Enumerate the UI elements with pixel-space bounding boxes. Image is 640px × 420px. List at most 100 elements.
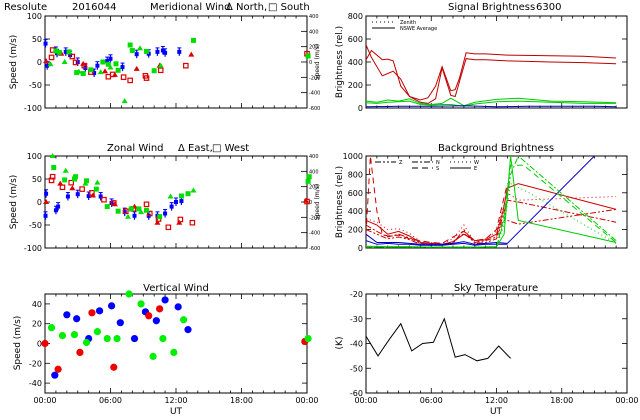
data-point-green-triangle bbox=[190, 187, 197, 193]
data-point-green-triangle bbox=[157, 62, 164, 68]
data-point-green-square bbox=[115, 67, 121, 73]
y-tick-label: -40 bbox=[350, 340, 363, 349]
x-tick-label: 00:00 bbox=[354, 396, 377, 405]
data-point-green bbox=[304, 334, 312, 343]
vertical-title: Vertical Wind bbox=[143, 283, 209, 294]
data-point-red-square bbox=[101, 196, 107, 203]
data-point-green bbox=[180, 316, 188, 324]
data-point-blue bbox=[130, 334, 139, 343]
y-tick-label: 100 bbox=[27, 152, 42, 161]
data-point-red-triangle bbox=[43, 58, 50, 64]
y-tick-label: 200 bbox=[348, 81, 363, 90]
data-point-green bbox=[58, 331, 67, 340]
series-line-red-N bbox=[366, 199, 617, 245]
zonal-title: Zonal Wind bbox=[107, 143, 164, 154]
y-tick-label: -20 bbox=[350, 290, 363, 299]
right-axis-label: Speed (m/s) bbox=[314, 44, 321, 80]
data-point-green-square bbox=[53, 48, 59, 54]
data-point-blue bbox=[177, 49, 182, 54]
south-legend: □ South bbox=[268, 2, 310, 13]
data-point-blue bbox=[161, 296, 169, 304]
legend-s: S bbox=[436, 166, 439, 172]
y-tick-label: 0 bbox=[358, 104, 363, 113]
data-point-red-square bbox=[183, 62, 189, 69]
data-point-blue bbox=[53, 208, 58, 213]
data-point-green bbox=[170, 348, 178, 357]
data-point-blue bbox=[43, 213, 48, 218]
data-point-green-square bbox=[305, 53, 311, 59]
x-tick-label: 00:00 bbox=[295, 396, 318, 405]
data-point-green-triangle bbox=[136, 45, 143, 51]
right-y-tick-label: -600 bbox=[309, 106, 320, 112]
data-point-blue bbox=[120, 65, 125, 70]
right-y-tick-label: 400 bbox=[309, 154, 319, 160]
data-point-blue bbox=[63, 311, 71, 319]
data-point-green bbox=[70, 330, 79, 339]
data-point-red-square bbox=[177, 216, 184, 223]
data-point-green-square bbox=[305, 178, 311, 184]
series-line-blue-b bbox=[366, 240, 508, 246]
data-point-red-square bbox=[59, 184, 66, 191]
y-tick-label: 400 bbox=[348, 207, 363, 216]
y-tick-label: 1000 bbox=[343, 152, 363, 161]
data-point-red-square bbox=[79, 186, 85, 192]
data-point-blue bbox=[92, 71, 97, 76]
data-point-red-square bbox=[157, 67, 164, 74]
data-point-blue bbox=[75, 192, 80, 197]
data-point-red-square bbox=[68, 179, 75, 186]
data-point-green-square bbox=[66, 49, 72, 55]
meridional-wind-panel: Resolute 2016044 Meridional Wind Δ North… bbox=[4, 2, 321, 113]
data-point-green-triangle bbox=[49, 153, 56, 158]
data-point-red-triangle bbox=[57, 180, 64, 186]
data-point-green-square bbox=[151, 68, 157, 74]
data-point-green-square bbox=[144, 48, 150, 54]
data-point-blue bbox=[45, 63, 50, 68]
data-point-green-square bbox=[51, 165, 57, 170]
data-point-green-square bbox=[128, 206, 134, 212]
data-point-blue bbox=[152, 317, 160, 325]
right-y-tick-label: -400 bbox=[309, 91, 320, 97]
right-y-tick-label: 400 bbox=[309, 29, 319, 35]
y-tick-label: 600 bbox=[348, 35, 363, 44]
data-point-red bbox=[156, 305, 164, 313]
signal-title: Signal Brightness bbox=[448, 2, 535, 13]
data-point-red-square bbox=[122, 208, 129, 215]
series-line-red-a bbox=[366, 49, 617, 101]
y-tick-label: 600 bbox=[348, 189, 363, 198]
data-point-red-square bbox=[127, 77, 133, 84]
data-point-red bbox=[41, 339, 49, 348]
data-point-blue bbox=[160, 48, 165, 53]
data-point-blue bbox=[51, 371, 59, 379]
series-line-blue-a bbox=[366, 156, 595, 245]
y-tick-label: -100 bbox=[24, 244, 42, 253]
station-label: Resolute bbox=[4, 2, 47, 13]
y-tick-label: 40 bbox=[32, 300, 42, 309]
skytemp-title: Sky Temperature bbox=[454, 283, 538, 294]
y-tick-label: -40 bbox=[29, 379, 42, 388]
wavelength-label: 6300 bbox=[536, 2, 561, 13]
data-point-green-triangle bbox=[94, 179, 101, 185]
data-point-red-square bbox=[189, 219, 196, 226]
data-point-red-triangle bbox=[302, 197, 309, 203]
right-y-tick-label: 0 bbox=[309, 200, 312, 206]
data-point-blue bbox=[116, 319, 124, 327]
data-point-red-triangle bbox=[111, 71, 118, 77]
data-point-green-square bbox=[129, 48, 135, 53]
data-point-red bbox=[88, 309, 96, 317]
background-title: Background Brightness bbox=[438, 143, 554, 154]
data-point-blue bbox=[122, 210, 127, 215]
background-brightness-panel: Background Brightness Brightness (rel.) … bbox=[335, 143, 628, 253]
data-point-blue bbox=[105, 59, 110, 64]
right-y-tick-label: 200 bbox=[309, 45, 319, 51]
y-axis-label: Brightness (rel.) bbox=[335, 26, 345, 98]
data-point-green-triangle bbox=[124, 213, 131, 219]
data-point-red-square bbox=[48, 54, 55, 61]
data-point-blue bbox=[86, 194, 91, 199]
data-point-green-square bbox=[127, 42, 133, 48]
data-point-blue bbox=[44, 191, 49, 196]
y-tick-label: -20 bbox=[29, 359, 42, 368]
west-legend: □ West bbox=[212, 143, 249, 154]
data-point-green bbox=[93, 328, 101, 336]
sky-temperature-panel: Sky Temperature (K) UT -60 -50 -40 -30 -20 00… bbox=[335, 283, 639, 417]
